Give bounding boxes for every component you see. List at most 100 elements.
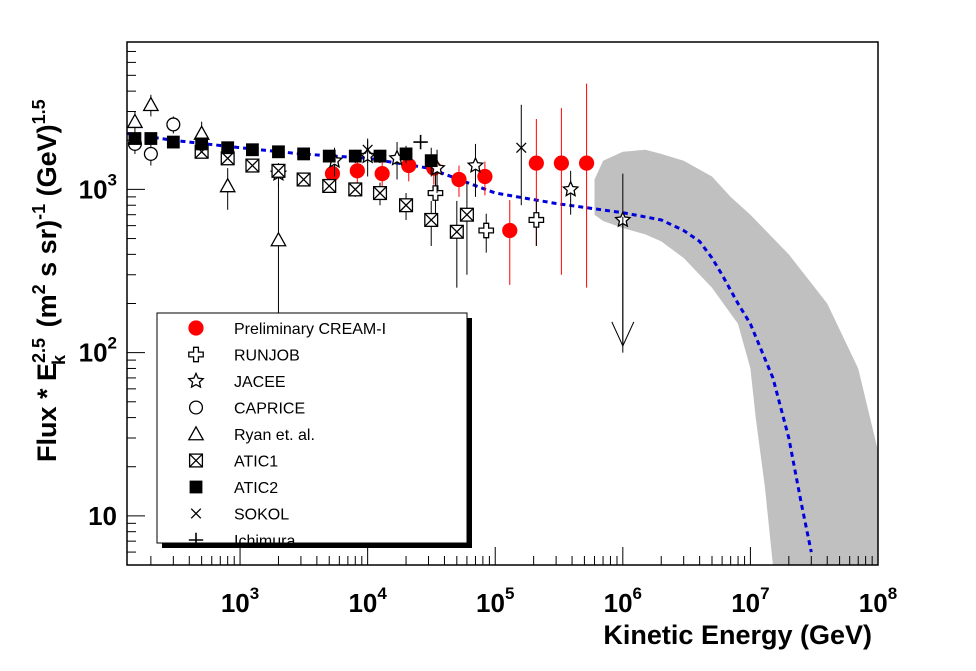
series-preliminary-cream-i [324, 83, 595, 288]
legend-item: Preliminary CREAM-I [188, 320, 386, 338]
marker-box-x [424, 213, 439, 227]
marker-x [362, 144, 373, 155]
marker-filled-box [246, 143, 259, 157]
x-tick-exp: 5 [505, 584, 514, 603]
y-title-mid3: (GeV) [32, 124, 62, 204]
x-tick-label: 104 [348, 584, 387, 618]
marker-filled-box [297, 147, 311, 161]
axis-ticks [127, 41, 879, 566]
x-tick-exp: 6 [633, 584, 642, 603]
marker-open-triangle [142, 96, 160, 112]
marker-filled-circle [528, 155, 544, 171]
uncertainty-band [594, 149, 878, 565]
legend-item: CAPRICE [188, 400, 305, 418]
model-curve [126, 132, 813, 553]
y-tick-label: 10 [88, 501, 117, 531]
legend-label: ATIC1 [234, 454, 278, 471]
marker-x [190, 508, 202, 519]
marker-open-star [466, 156, 485, 173]
marker-open-circle [188, 400, 204, 415]
marker-open-cross [427, 185, 444, 201]
legend-item: ATIC2 [189, 480, 278, 497]
y-tick-label: 102 [79, 334, 117, 368]
series-ichimura [413, 134, 428, 150]
marker-filled-box [166, 135, 180, 149]
y-title-sup4: 1.5 [29, 99, 49, 124]
y-tick-label: 103 [79, 170, 117, 204]
x-tick-base: 10 [221, 588, 250, 618]
marker-open-cross [188, 346, 204, 363]
marker-x [516, 142, 527, 154]
x-axis-title: Kinetic Energy (GeV) [603, 620, 872, 650]
y-title-sup1: 2.5 [29, 338, 49, 363]
y-title-mid2: s sr) [32, 220, 62, 285]
marker-open-star [561, 180, 580, 197]
marker-filled-circle [451, 171, 467, 188]
marker-filled-circle [401, 157, 417, 174]
legend-box [156, 312, 468, 544]
x-tick-label: 105 [476, 584, 514, 618]
y-title-mid: (m [32, 294, 62, 335]
marker-filled-box [189, 480, 203, 494]
legend-item: RUNJOB [188, 346, 300, 365]
legend-item: SOKOL [190, 507, 289, 524]
marker-box-x [348, 182, 363, 197]
legend-label: CAPRICE [234, 401, 305, 418]
marker-filled-box [272, 145, 285, 159]
x-tick-base: 10 [476, 588, 505, 618]
marker-open-triangle [187, 425, 205, 441]
x-tick-label: 106 [604, 584, 642, 618]
legend-label: Ichimura [234, 533, 295, 550]
marker-open-triangle [193, 124, 210, 140]
legend-item: JACEE [187, 371, 286, 391]
upper-limit-arrowhead [611, 321, 635, 348]
marker-filled-circle [374, 165, 390, 182]
legend-label: Preliminary CREAM-I [234, 321, 386, 338]
marker-open-triangle [126, 113, 144, 129]
marker-filled-box [399, 147, 413, 161]
marker-open-triangle [270, 231, 287, 247]
marker-box-x [271, 163, 286, 178]
marker-filled-box [424, 154, 438, 168]
legend-item: Ryan et. al. [187, 425, 315, 444]
marker-box-x [296, 172, 311, 187]
series-atic2 [128, 132, 438, 177]
legend-label: JACEE [234, 374, 286, 391]
y-tick-text: 10 [88, 501, 117, 531]
x-tick-base: 10 [859, 588, 888, 618]
marker-filled-circle [188, 320, 204, 336]
x-tick-base: 10 [604, 588, 633, 618]
x-tick-base: 10 [348, 588, 377, 618]
y-tick-exp: 3 [108, 170, 117, 189]
legend-label: ATIC2 [234, 480, 278, 497]
marker-filled-circle [349, 163, 365, 179]
marker-box-x [449, 224, 464, 239]
marker-open-circle [143, 146, 158, 161]
data-points-layer [126, 83, 635, 418]
uncertainty-band-layer [594, 149, 878, 565]
model-curve-layer [126, 132, 813, 553]
marker-box-x [460, 207, 474, 222]
series-atic1 [194, 144, 474, 288]
x-tick-label: 108 [859, 584, 897, 618]
marker-open-cross [478, 222, 495, 239]
marker-filled-box [195, 137, 209, 151]
y-tick-base: 10 [79, 174, 108, 204]
y-title-sub1: k [49, 354, 69, 365]
marker-open-triangle [219, 177, 236, 193]
legend-item: ATIC1 [188, 453, 278, 471]
marker-open-cross [528, 212, 545, 228]
y-title-sup2: 2 [29, 284, 49, 294]
marker-filled-box [322, 149, 336, 163]
x-tick-exp: 7 [760, 584, 769, 603]
series-ryan-et-al [126, 94, 287, 418]
marker-filled-box [221, 141, 235, 155]
x-tick-base: 10 [731, 588, 760, 618]
marker-box-x [189, 453, 203, 468]
marker-filled-box [348, 149, 362, 163]
marker-filled-box [373, 149, 387, 163]
marker-filled-box [144, 132, 158, 145]
legend-label: RUNJOB [234, 348, 300, 365]
